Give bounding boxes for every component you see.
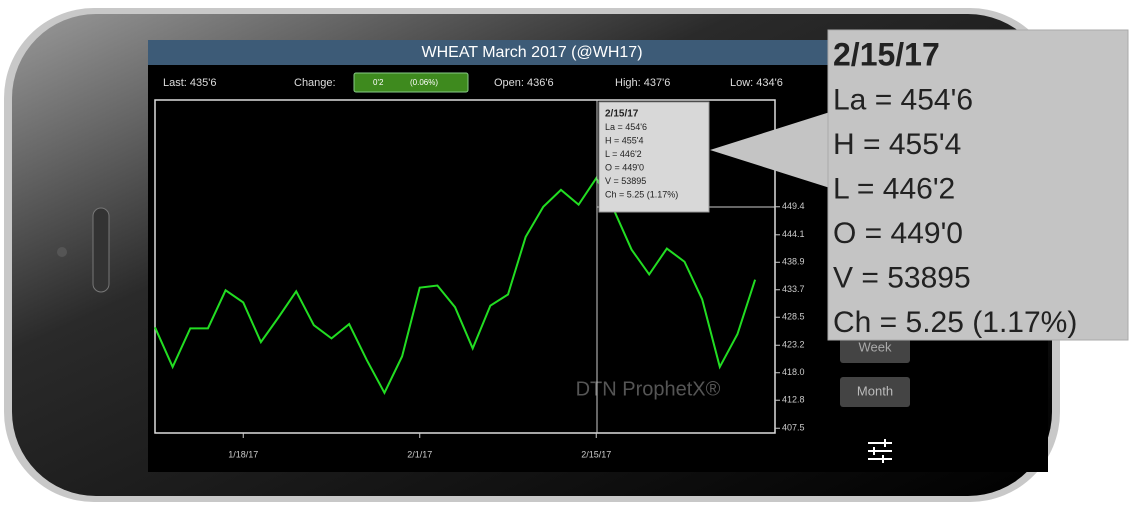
x-tick-label: 1/18/17 — [228, 449, 258, 459]
stat-open: Open: 436'6 — [494, 77, 554, 89]
y-tick-label: 438.9 — [782, 257, 805, 267]
speaker — [93, 208, 109, 292]
change-value: 0'2 — [373, 78, 384, 87]
stat-high: High: 437'6 — [615, 77, 670, 89]
stat-low: Low: 434'6 — [730, 77, 783, 89]
callout-line: H = 455'4 — [833, 128, 961, 161]
callout-line: La = 454'6 — [833, 83, 973, 116]
tooltip-line: O = 449'0 — [605, 162, 644, 172]
camera — [57, 247, 67, 257]
tooltip-line: La = 454'6 — [605, 122, 647, 132]
month-label: Month — [857, 383, 893, 398]
y-tick-label: 418.0 — [782, 367, 805, 377]
x-tick-label: 2/1/17 — [407, 449, 432, 459]
tooltip-line: V = 53895 — [605, 176, 646, 186]
stat-last: Last: 435'6 — [163, 77, 216, 89]
callout-line: V = 53895 — [833, 261, 971, 294]
y-tick-label: 433.7 — [782, 284, 805, 294]
callout-line: Ch = 5.25 (1.17%) — [833, 306, 1077, 339]
settings-icon[interactable] — [868, 439, 892, 463]
week-label: Week — [859, 339, 892, 354]
y-tick-label: 449.4 — [782, 201, 805, 211]
y-tick-label: 444.1 — [782, 229, 805, 239]
tooltip-line: 2/15/17 — [605, 109, 639, 120]
y-tick-label: 407.5 — [782, 423, 805, 433]
x-tick-label: 2/15/17 — [581, 449, 611, 459]
title: WHEAT March 2017 (@WH17) — [421, 44, 642, 61]
y-tick-label: 412.8 — [782, 395, 805, 405]
tooltip-line: L = 446'2 — [605, 149, 642, 159]
tooltip-line: H = 455'4 — [605, 135, 644, 145]
y-tick-label: 428.5 — [782, 312, 805, 322]
tooltip-line: Ch = 5.25 (1.17%) — [605, 189, 678, 199]
screenshot: WHEAT March 2017 (@WH17) Last: 435'6 Cha… — [0, 0, 1132, 506]
y-tick-label: 423.2 — [782, 340, 805, 350]
change-pct: (0.06%) — [410, 78, 438, 87]
callout-line: L = 446'2 — [833, 172, 955, 205]
callout-line: O = 449'0 — [833, 217, 963, 250]
stat-change: Change: — [294, 77, 336, 89]
callout-line: 2/15/17 — [833, 36, 940, 72]
